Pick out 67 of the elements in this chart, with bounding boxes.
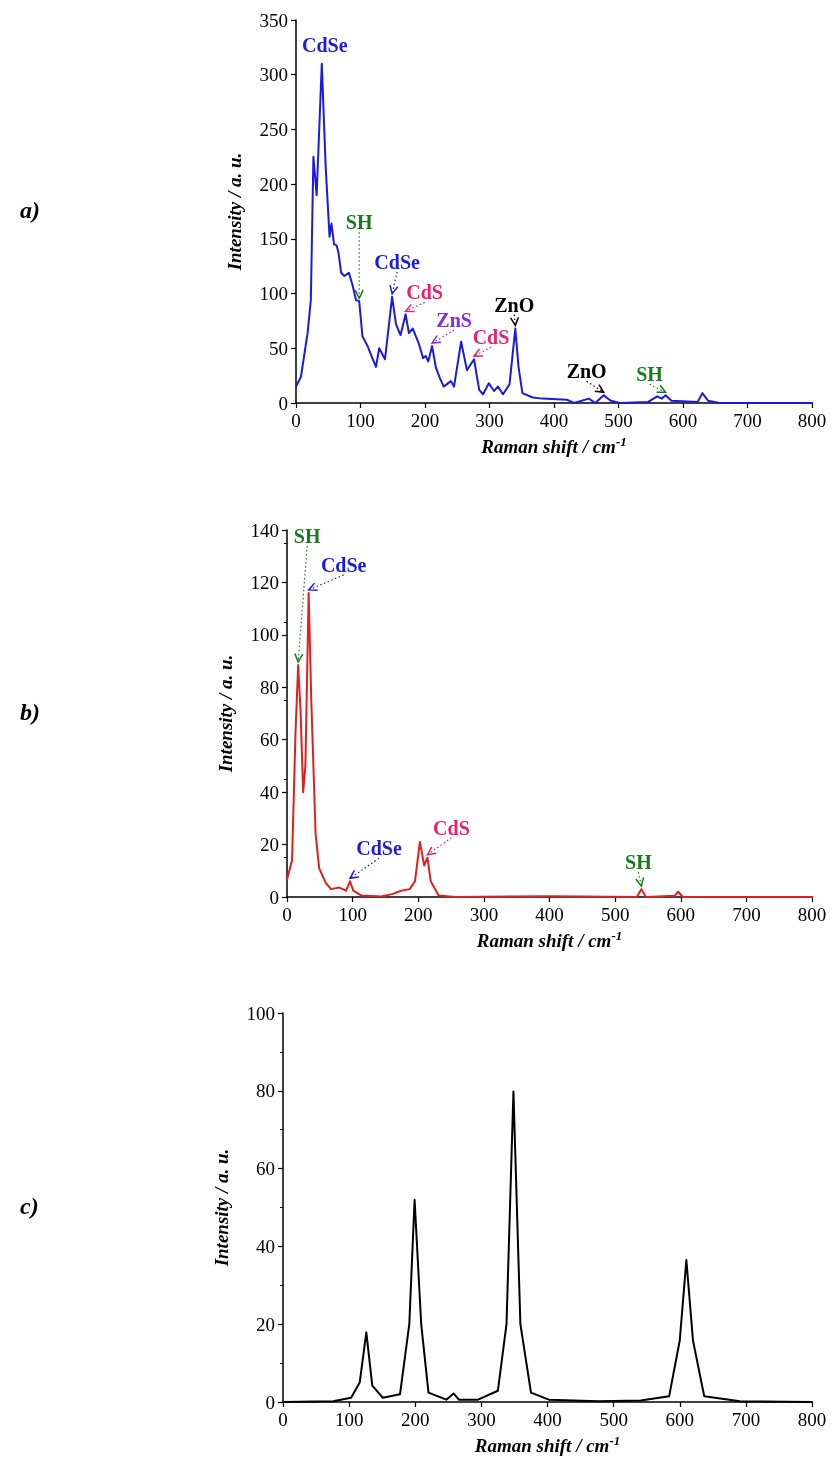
y-tick-label: 100 [246,1002,275,1024]
y-axis-title: Intensity / a. u. [215,654,236,774]
annotation: CdSe [302,33,348,56]
annotation: SH [293,525,321,547]
x-tick-label: 800 [797,410,827,431]
annotation: CdSe [356,837,402,860]
y-tick-label: 80 [256,1080,275,1102]
y-tick-label: 80 [260,676,279,698]
y-axis-title: Intensity / a. u. [224,152,245,272]
y-tick-label: 50 [269,337,288,359]
y-tick-label: 150 [259,228,288,250]
x-tick-label: 200 [401,1409,430,1430]
y-tick-label: 20 [260,834,279,856]
y-tick-label: 0 [278,392,288,414]
annotation: CdSe [374,250,421,273]
x-tick-label: 400 [535,904,564,925]
x-tick-label: 400 [533,1409,562,1430]
text: a) [20,196,40,223]
annotation: CdS [433,816,470,839]
y-tick-label: 0 [269,886,279,908]
annotation: ZnO [566,360,607,383]
x-tick-label: 300 [467,1409,496,1430]
x-tick-label: 200 [410,410,440,431]
x-tick-label: 0 [291,410,301,431]
x-tick-label: 300 [469,904,499,925]
x-tick-label: 700 [731,1409,761,1430]
x-tick-label: 700 [733,410,762,431]
x-tick-label: 700 [732,904,761,925]
x-tick-label: 800 [797,1409,827,1430]
y-axis-title: Intensity / a. u. [211,1148,232,1268]
text: b) [20,698,40,725]
y-tick-label: 0 [265,1391,275,1413]
x-tick-label: 600 [668,410,698,431]
x-tick-label: 100 [334,1409,364,1430]
y-tick-label: 300 [259,64,288,86]
text: c) [20,1192,39,1219]
annotation: CdSe [320,553,367,576]
y-tick-label: 140 [250,519,279,541]
annotation: CdS [472,326,510,349]
y-tick-label: 20 [256,1313,275,1335]
annotation: CdS [406,281,443,304]
x-tick-label: 100 [338,904,367,925]
x-tick-label: 500 [599,1409,628,1430]
y-tick-label: 60 [260,729,279,751]
y-tick-label: 120 [250,571,279,593]
x-tick-label: 100 [346,410,375,431]
x-tick-label: 600 [665,1409,694,1430]
annotation: SH [345,211,373,234]
y-tick-label: 40 [260,781,279,803]
y-tick-label: 250 [259,118,288,140]
y-tick-label: 350 [259,9,288,31]
x-tick-label: 400 [539,410,569,431]
y-tick-label: 100 [250,624,279,646]
x-tick-label: 500 [600,904,630,925]
x-tick-label: 500 [604,410,633,431]
y-tick-label: 100 [259,283,288,305]
x-tick-label: 300 [475,410,504,431]
x-tick-label: 200 [404,904,433,925]
x-tick-label: 800 [797,904,827,925]
annotation: ZnO [494,293,535,316]
y-tick-label: 40 [256,1235,275,1257]
x-tick-label: 600 [666,904,695,925]
annotation: ZnS [436,309,472,332]
y-tick-label: 200 [259,173,288,195]
annotation: SH [625,851,653,874]
annotation: SH [636,363,664,386]
y-tick-label: 60 [256,1158,275,1180]
